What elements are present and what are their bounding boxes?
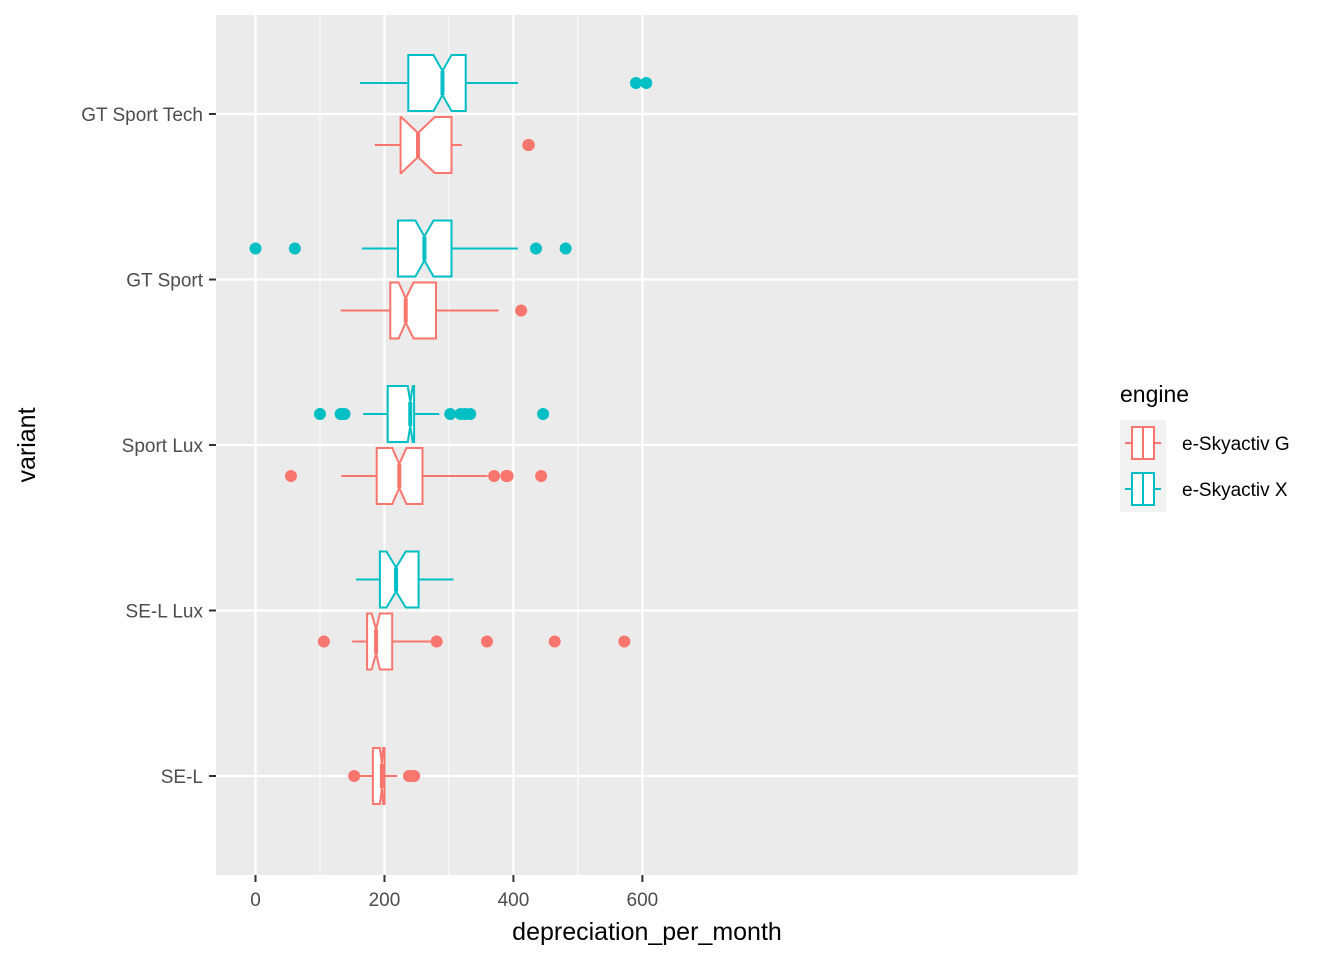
outlier-point [317,635,330,648]
outlier-point [501,470,514,482]
box [386,385,416,443]
boxplot-x [356,550,454,609]
box [366,612,394,671]
legend-label: e-Skyactiv X [1182,480,1288,501]
boxplot-x [359,54,653,112]
boxplot-g [340,281,528,340]
outlier-point [284,470,297,482]
y-axis-title: variant [13,407,41,482]
outlier-point [515,304,528,317]
outlier-point [548,635,561,648]
outlier-point [430,635,443,648]
boxplot-x [249,219,572,278]
legend-key [1120,466,1166,512]
y-tick-label: GT Sport Tech [81,105,203,126]
boxplot-g [348,747,421,805]
boxplot-x [313,385,550,443]
outlier-point [288,242,301,255]
outlier-point [522,139,535,151]
x-tick-label: 200 [369,890,401,911]
box [371,747,386,805]
box [407,54,467,112]
outlier-point [535,470,548,482]
outlier-point [313,408,326,420]
outlier-point [480,635,493,648]
outlier-point [464,408,477,420]
outlier-point [537,408,550,420]
outlier-point [338,408,351,420]
x-tick-label: 0 [250,890,261,911]
x-axis-title: depreciation_per_month [512,918,782,946]
outlier-point [249,242,262,255]
boxplot-g [374,116,535,174]
y-tick-label: SE-L Lux [126,602,204,623]
outlier-point [629,77,642,89]
y-tick-label: GT Sport [126,271,203,292]
x-axis: 0 200 400 600 [250,875,658,911]
outlier-point [529,242,542,255]
y-tick-label: Sport Lux [122,436,204,457]
outlier-point [640,77,653,89]
boxplot-g [317,612,631,671]
y-tick-label: SE-L [161,767,203,788]
legend-label: e-Skyactiv G [1182,434,1290,455]
legend-key [1120,420,1166,466]
boxplot-g [284,447,548,505]
legend: engine e-Skyactiv G e-Skyactiv X [1120,381,1290,512]
x-tick-label: 600 [627,890,659,911]
outlier-point [618,635,631,648]
box [389,281,437,340]
box [378,550,420,609]
outlier-point [348,770,361,782]
boxplots [249,54,653,805]
box [399,116,453,174]
outlier-point [488,470,501,482]
outlier-point [408,770,421,782]
legend-title: engine [1120,381,1189,407]
y-axis: SE-L SE-L Lux Sport Lux GT Sport GT Sport Te… [81,105,216,788]
x-tick-label: 400 [498,890,530,911]
outlier-point [444,408,457,420]
outlier-point [559,242,572,255]
